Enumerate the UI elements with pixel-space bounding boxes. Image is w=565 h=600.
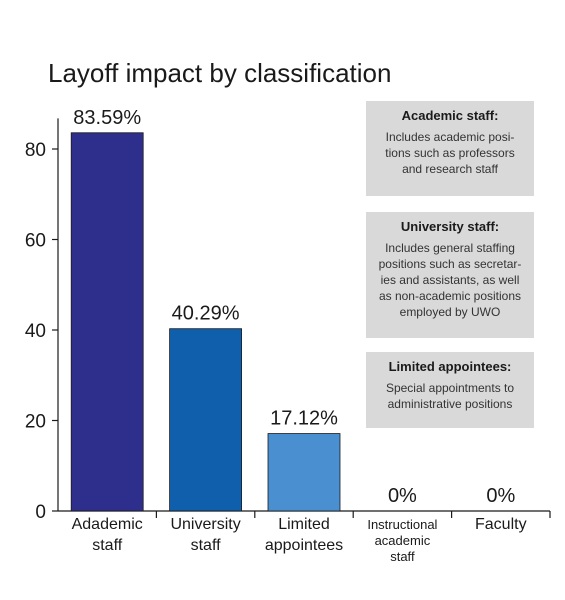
legend-note-limited-appointees: Limited appointees: Special appointments…: [366, 352, 534, 428]
legend-note-line: positions such as secretar-: [378, 257, 522, 271]
legend-note-heading: Academic staff:: [401, 108, 499, 123]
legend-note-body: Includes general staffing positions such…: [376, 240, 524, 320]
bar: [169, 328, 243, 512]
y-tick-label: 0: [35, 502, 46, 523]
legend-note-body: Includes academic posi- tions such as pr…: [376, 129, 524, 177]
y-tick-label: 40: [25, 321, 46, 342]
data-label: 0%: [388, 485, 417, 507]
legend-note-line: Includes academic posi-: [385, 130, 515, 144]
x-tick-label-line: University: [170, 516, 240, 533]
bar: [70, 132, 144, 512]
x-tick-label-line: Adademic: [72, 516, 143, 533]
bar: [267, 433, 341, 512]
legend-note-heading: Limited appointees:: [388, 359, 512, 374]
legend-note-line: Includes general staffing: [385, 241, 515, 255]
x-tick-label-line: Limited: [278, 516, 330, 533]
x-tick-label: University staff: [170, 516, 240, 554]
x-tick-label: Limited appointees: [265, 516, 343, 554]
x-tick-label: Faculty: [475, 516, 527, 533]
chart-title: Layoff impact by classification: [48, 58, 392, 88]
data-label: 83.59%: [73, 107, 141, 129]
legend-note-university-staff: University staff: Includes general staff…: [366, 212, 534, 338]
x-tick-label-line: appointees: [265, 537, 343, 554]
x-tick-label-line: Faculty: [475, 516, 527, 533]
data-label: 40.29%: [172, 303, 240, 325]
legend-note-line: administrative positions: [387, 397, 513, 411]
x-tick-label-line: Instructional: [367, 517, 437, 532]
legend-note-line: and research staff: [402, 162, 498, 176]
x-tick-label-line: academic: [375, 533, 431, 548]
x-tick-label-line: staff: [191, 537, 222, 554]
x-tick-label-line: staff: [390, 549, 415, 564]
legend-note-line: ies and assistants, as well: [380, 273, 520, 287]
bar-series: [70, 132, 341, 512]
chart-labels: 83.59% Adademic staff 40.29% University staff…: [72, 107, 527, 564]
x-tick-label: Instructional academic staff: [367, 517, 437, 564]
data-label: 0%: [486, 485, 515, 507]
x-tick-label: Adademic staff: [72, 516, 143, 554]
legend-note-line: as non-academic positions: [378, 289, 522, 303]
data-label: 17.12%: [270, 408, 338, 430]
legend-note-academic-staff: Academic staff: Includes academic posi- …: [366, 101, 534, 196]
legend-note-line: tions such as professors: [385, 146, 515, 160]
legend-note-body: Special appointments to administrative p…: [376, 380, 524, 412]
x-tick-label-line: staff: [92, 537, 123, 554]
legend-note-heading: University staff:: [400, 219, 500, 234]
legend-note-line: Special appointments to: [385, 381, 515, 395]
y-tick-label: 60: [25, 231, 46, 252]
y-tick-label: 20: [25, 412, 46, 433]
legend-note-line: employed by UWO: [399, 305, 501, 319]
y-tick-label: 80: [25, 140, 46, 161]
